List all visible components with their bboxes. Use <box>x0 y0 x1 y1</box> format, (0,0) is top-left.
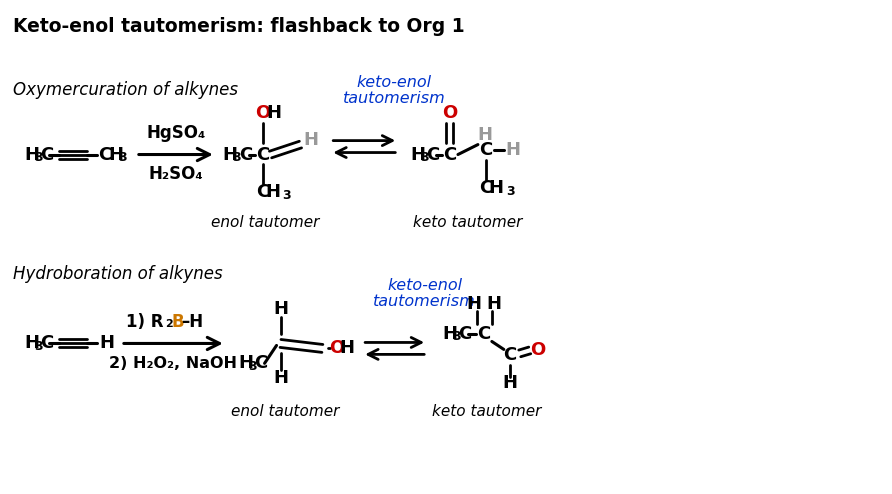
Text: H: H <box>273 369 288 387</box>
Text: H: H <box>24 146 39 164</box>
Text: C: C <box>503 346 516 365</box>
Text: H: H <box>505 141 520 159</box>
Text: C: C <box>98 146 112 164</box>
Text: H: H <box>340 339 355 358</box>
Text: C: C <box>40 146 54 164</box>
Text: H₂SO₄: H₂SO₄ <box>148 165 203 183</box>
Text: 3: 3 <box>452 330 460 343</box>
Text: H: H <box>477 125 492 144</box>
Text: H: H <box>303 130 318 149</box>
Text: H: H <box>265 183 280 202</box>
Text: H: H <box>24 334 39 352</box>
Text: 2: 2 <box>165 319 173 329</box>
Text: keto tautomer: keto tautomer <box>433 404 541 418</box>
Text: C: C <box>477 325 491 342</box>
Text: H: H <box>442 325 457 342</box>
Text: C: C <box>40 334 54 352</box>
Text: HgSO₄: HgSO₄ <box>146 124 205 142</box>
Text: keto-enol: keto-enol <box>387 278 462 293</box>
Text: tautomerism: tautomerism <box>373 294 476 309</box>
Text: C: C <box>443 146 457 164</box>
Text: H: H <box>502 374 517 392</box>
Text: H: H <box>467 295 482 313</box>
Text: 3: 3 <box>118 151 127 164</box>
Text: O: O <box>530 341 545 360</box>
Text: C: C <box>458 325 471 342</box>
Text: H: H <box>410 146 425 164</box>
Text: C: C <box>254 354 268 372</box>
Text: 3: 3 <box>506 185 515 198</box>
Text: 3: 3 <box>233 151 242 164</box>
Text: C: C <box>256 146 269 164</box>
Text: 3: 3 <box>420 151 429 164</box>
Text: H: H <box>486 295 501 313</box>
Text: H: H <box>99 334 114 352</box>
Text: enol tautomer: enol tautomer <box>231 404 340 418</box>
Text: keto-enol: keto-enol <box>357 76 432 90</box>
Text: H: H <box>223 146 237 164</box>
Text: 3: 3 <box>34 340 43 353</box>
Text: C: C <box>479 179 492 197</box>
Text: O: O <box>329 339 344 358</box>
Text: 3: 3 <box>34 151 43 164</box>
Text: –H: –H <box>181 313 203 330</box>
Text: C: C <box>239 146 252 164</box>
Text: tautomerism: tautomerism <box>343 91 445 106</box>
Text: H: H <box>488 179 503 197</box>
Text: O: O <box>255 104 270 122</box>
Text: H: H <box>273 300 288 318</box>
Text: keto tautomer: keto tautomer <box>413 214 523 230</box>
Text: 1) R: 1) R <box>126 313 163 330</box>
Text: C: C <box>426 146 440 164</box>
Text: 2) H₂O₂, NaOH: 2) H₂O₂, NaOH <box>110 356 237 371</box>
Text: O: O <box>442 104 458 122</box>
Text: Oxymercuration of alkynes: Oxymercuration of alkynes <box>13 81 238 99</box>
Text: Hydroboration of alkynes: Hydroboration of alkynes <box>13 265 223 283</box>
Text: 3: 3 <box>283 189 291 202</box>
Text: C: C <box>256 183 269 202</box>
Text: C: C <box>479 141 492 159</box>
Text: 3: 3 <box>249 360 257 373</box>
Text: enol tautomer: enol tautomer <box>211 214 319 230</box>
Text: H: H <box>108 146 123 164</box>
Text: Keto-enol tautomerism: flashback to Org 1: Keto-enol tautomerism: flashback to Org … <box>13 17 465 36</box>
Text: H: H <box>239 354 253 372</box>
Text: B: B <box>171 313 184 330</box>
Text: H: H <box>266 104 281 122</box>
